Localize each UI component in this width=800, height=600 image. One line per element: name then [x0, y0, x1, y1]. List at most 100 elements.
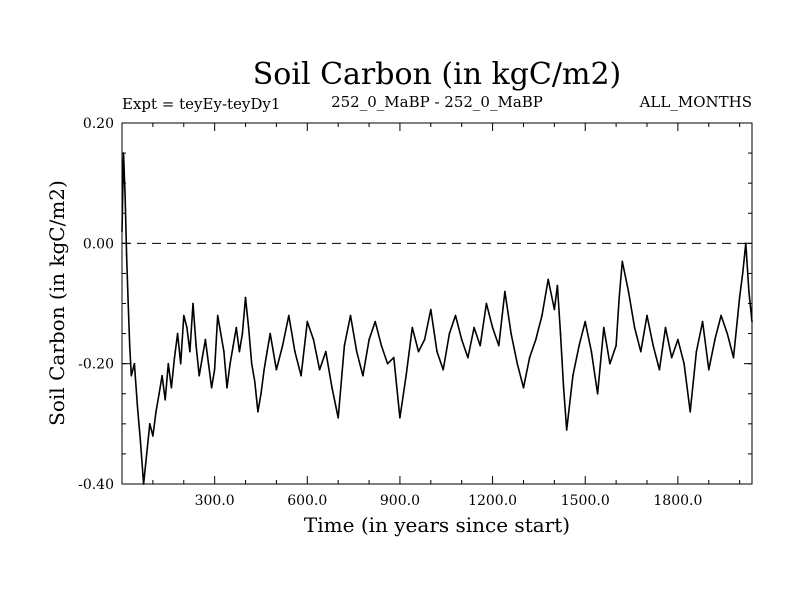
data-point [528, 356, 531, 359]
data-point [186, 326, 188, 329]
data-point [155, 411, 157, 413]
data-point [603, 326, 605, 329]
plot-frame [121, 122, 753, 485]
data-point [741, 272, 744, 275]
data-point [300, 374, 302, 377]
data-point [510, 332, 512, 335]
data-point [541, 314, 543, 317]
data-point [640, 350, 642, 353]
x-axis-label: Time (in years since start) [304, 513, 570, 537]
x-tick-label: 900.0 [380, 493, 420, 509]
data-point [331, 386, 333, 389]
data-point [254, 380, 256, 383]
data-point [325, 350, 327, 353]
data-point [210, 386, 213, 389]
data-point [689, 411, 691, 413]
data-point [272, 350, 275, 353]
data-point [349, 314, 352, 317]
data-point [136, 405, 139, 407]
data-point [522, 386, 525, 389]
y-tick-label: -0.40 [78, 477, 114, 493]
chart-title: Soil Carbon (in kgC/m2) [253, 57, 621, 92]
data-point [130, 374, 133, 377]
data-point [250, 362, 253, 365]
data-point [627, 290, 630, 293]
y-tick-label: -0.20 [78, 357, 114, 373]
data-point [745, 242, 747, 245]
data-point [584, 320, 586, 323]
data-point [559, 332, 562, 335]
data-point [417, 350, 420, 353]
y-axis-label: Soil Carbon (in kgC/m2) [45, 180, 69, 426]
data-point [633, 326, 636, 329]
data-point [547, 278, 549, 281]
data-point [312, 338, 315, 341]
data-point [257, 411, 259, 413]
data-point [386, 362, 389, 365]
data-point [167, 362, 170, 365]
data-point [343, 344, 346, 347]
data-point [216, 314, 219, 317]
data-point [201, 356, 204, 359]
data-point [516, 362, 519, 365]
data-point [368, 338, 370, 341]
x-tick-label: 600.0 [287, 493, 327, 509]
data-point [122, 152, 125, 154]
data-point [380, 344, 383, 347]
data-point [204, 338, 207, 341]
data-point [652, 344, 654, 347]
data-point [176, 332, 179, 335]
data-point [621, 260, 624, 263]
data-point [161, 374, 163, 377]
data-point [393, 356, 395, 359]
data-point [124, 194, 126, 196]
data-point [670, 356, 673, 359]
data-point [128, 344, 131, 347]
y-tick-label: 0.00 [83, 236, 114, 252]
data-point [615, 344, 617, 347]
data-point [164, 399, 166, 401]
data-point [695, 350, 698, 353]
data-point [207, 362, 210, 365]
data-point [553, 308, 556, 311]
data-point [152, 435, 154, 437]
data-point [223, 350, 225, 353]
data-point [423, 338, 426, 341]
x-tick-label: 1800.0 [653, 493, 702, 509]
data-point [244, 296, 247, 299]
data-point [247, 326, 250, 329]
data-point [609, 362, 611, 365]
data-point [748, 290, 750, 293]
data-point [145, 453, 148, 455]
data-point [189, 350, 191, 353]
data-point [556, 284, 559, 287]
data-point [460, 338, 463, 341]
data-point [618, 296, 620, 299]
data-point [238, 350, 241, 353]
data-point [430, 308, 432, 311]
data-point [294, 350, 296, 353]
data-point [590, 350, 593, 353]
data-point [139, 441, 142, 443]
data-point [213, 368, 216, 371]
series-line [121, 152, 753, 485]
data-point [179, 362, 182, 365]
data-point [173, 356, 176, 359]
data-point [192, 302, 194, 305]
data-point [677, 338, 679, 341]
data-point [504, 290, 506, 293]
data-point [263, 368, 265, 371]
data-point [142, 483, 145, 485]
y-axis-ticks: 0.20 0.00 -0.20 -0.40 [78, 116, 752, 493]
data-point [220, 332, 222, 335]
data-point [232, 344, 234, 347]
data-point [149, 423, 151, 425]
data-point [479, 344, 482, 347]
data-point [229, 362, 231, 365]
data-point [646, 314, 648, 317]
data-point [226, 386, 228, 389]
data-point [183, 314, 185, 317]
data-point [714, 338, 716, 341]
data-point [288, 314, 290, 317]
